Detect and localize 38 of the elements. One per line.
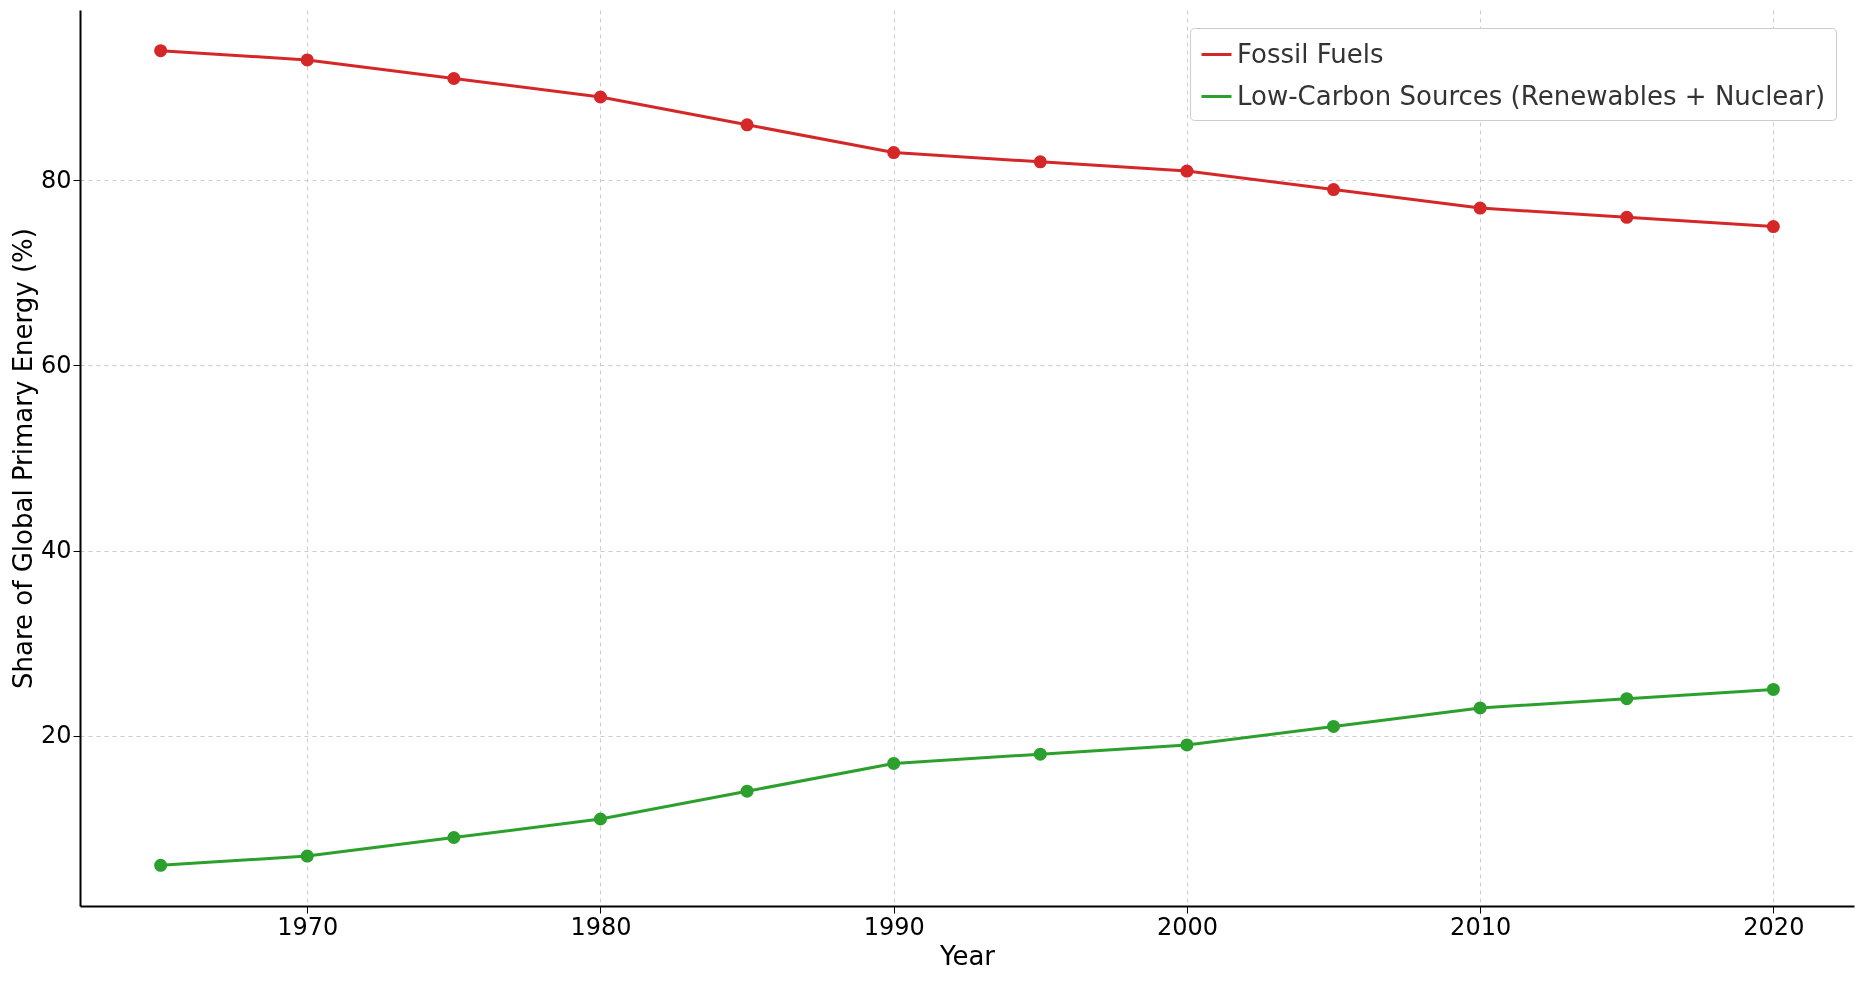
point [1766,682,1780,696]
point [1033,747,1047,761]
point [887,146,901,160]
y-tick-label: 60 [40,350,72,379]
x-tick-label: 2010 [1450,912,1512,941]
point [1327,719,1341,733]
y-axis-title: Share of Global Primary Energy (%) [7,228,38,689]
point [447,71,461,85]
x-tick-label: 1970 [277,912,339,941]
point [1180,738,1194,752]
point [300,53,314,67]
point [1766,220,1780,234]
point [1033,155,1047,169]
point [1473,201,1487,215]
point [593,812,607,826]
point [300,849,314,863]
point [1620,692,1634,706]
x-tick-label: 2000 [1156,912,1218,941]
point [740,118,754,132]
x-tick-label: 1980 [570,912,632,941]
x-axis-title: Year [938,940,996,971]
legend-label: Low-Carbon Sources (Renewables + Nuclear) [1237,80,1826,111]
point [154,858,168,872]
y-tick-label: 40 [40,536,72,565]
x-tick-label: 1990 [863,912,925,941]
point [1473,701,1487,715]
point [1180,164,1194,178]
point [1327,183,1341,197]
y-tick-label: 20 [40,721,72,750]
point [593,90,607,104]
point [887,756,901,770]
point [740,784,754,798]
point [447,831,461,845]
y-tick-label: 80 [40,165,72,194]
x-tick-label: 2020 [1743,912,1805,941]
point [1620,210,1634,224]
point [154,44,168,58]
legend-label: Fossil Fuels [1237,38,1384,69]
